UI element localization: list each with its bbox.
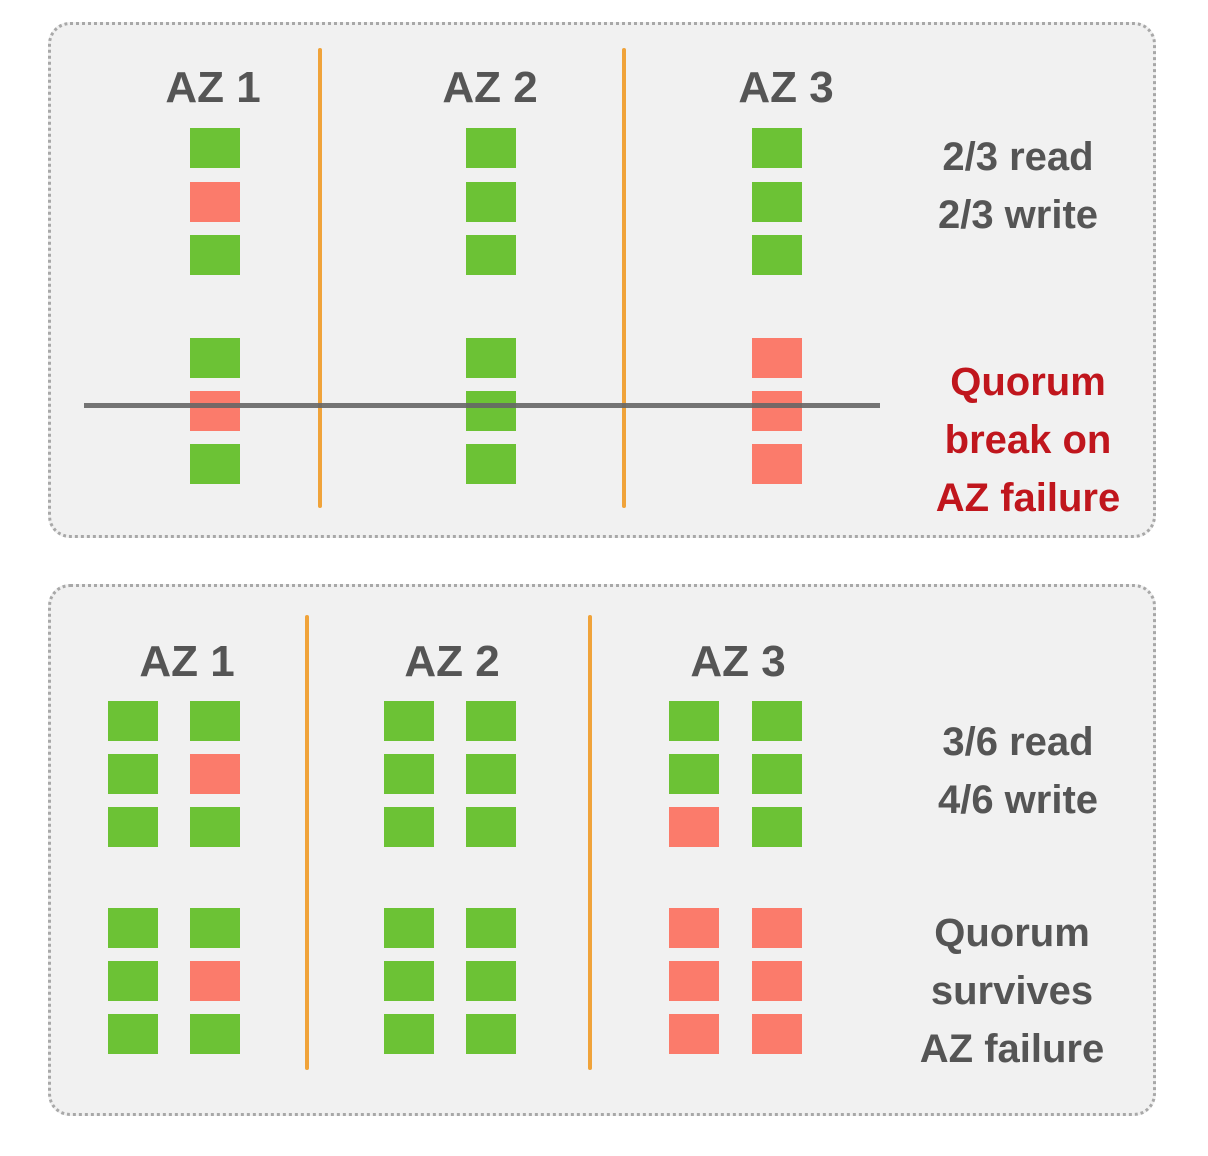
bottom-replica-block-healthy xyxy=(384,701,434,741)
bottom-az-3-label: AZ 3 xyxy=(690,637,786,686)
top-outcome-line-1: Quorum xyxy=(950,360,1106,404)
bottom-az-1-label: AZ 1 xyxy=(139,637,235,686)
bottom-replica-block-healthy xyxy=(384,961,434,1001)
top-az-3-label: AZ 3 xyxy=(738,63,834,112)
bottom-replica-block-failed xyxy=(752,961,802,1001)
top-replica-block-healthy xyxy=(466,444,516,484)
top-replica-block-failed xyxy=(190,391,240,431)
top-replica-block-healthy xyxy=(190,128,240,168)
bottom-outcome-line-3: AZ failure xyxy=(919,1027,1105,1071)
top-replica-block-healthy xyxy=(752,128,802,168)
bottom-replica-block-healthy xyxy=(190,908,240,948)
bottom-outcome: Quorum survives AZ failure xyxy=(920,904,1104,1078)
bottom-replica-block-healthy xyxy=(752,807,802,847)
bottom-az-2-label: AZ 2 xyxy=(404,637,500,686)
bottom-replica-block-healthy xyxy=(108,961,158,1001)
top-replica-block-healthy xyxy=(752,182,802,222)
bottom-replica-block-healthy xyxy=(190,1014,240,1054)
top-replica-block-failed xyxy=(752,338,802,378)
top-read-rule: 2/3 read xyxy=(942,135,1094,179)
bottom-replica-block-failed xyxy=(669,1014,719,1054)
bottom-replica-block-healthy xyxy=(384,754,434,794)
top-replica-block-failed xyxy=(190,182,240,222)
bottom-outcome-line-2: survives xyxy=(930,969,1094,1013)
top-replica-block-healthy xyxy=(466,235,516,275)
bottom-replica-block-healthy xyxy=(752,754,802,794)
top-replica-block-healthy xyxy=(190,444,240,484)
bottom-replica-block-failed xyxy=(669,807,719,847)
bottom-replica-block-failed xyxy=(752,1014,802,1054)
bottom-write-rule: 4/6 write xyxy=(937,778,1099,822)
top-write-rule: 2/3 write xyxy=(937,193,1099,237)
top-replica-block-healthy xyxy=(466,128,516,168)
top-replica-block-healthy xyxy=(466,338,516,378)
bottom-replica-block-healthy xyxy=(752,701,802,741)
bottom-replica-block-healthy xyxy=(466,701,516,741)
top-replica-block-healthy xyxy=(190,338,240,378)
top-outcome: Quorum break on AZ failure xyxy=(936,353,1120,527)
bottom-replica-block-healthy xyxy=(466,754,516,794)
bottom-quorum-rule: 3/6 read 4/6 write xyxy=(938,713,1098,829)
bottom-replica-block-healthy xyxy=(384,908,434,948)
top-az-divider-1 xyxy=(318,48,322,508)
bottom-read-rule: 3/6 read xyxy=(942,720,1094,764)
bottom-replica-block-failed xyxy=(190,754,240,794)
bottom-az-divider-1 xyxy=(305,615,309,1070)
bottom-replica-block-healthy xyxy=(384,1014,434,1054)
bottom-replica-block-healthy xyxy=(108,701,158,741)
bottom-az-divider-2 xyxy=(588,615,592,1070)
bottom-replica-block-healthy xyxy=(466,961,516,1001)
top-outcome-line-3: AZ failure xyxy=(935,476,1121,520)
bottom-replica-block-healthy xyxy=(108,754,158,794)
bottom-replica-block-failed xyxy=(669,908,719,948)
bottom-replica-block-healthy xyxy=(108,1014,158,1054)
bottom-replica-block-healthy xyxy=(466,908,516,948)
bottom-replica-block-failed xyxy=(669,961,719,1001)
top-quorum-rule: 2/3 read 2/3 write xyxy=(938,128,1098,244)
az-failure-line xyxy=(84,403,880,408)
top-replica-block-healthy xyxy=(752,235,802,275)
top-az-1-label: AZ 1 xyxy=(165,63,261,112)
bottom-replica-block-healthy xyxy=(108,908,158,948)
top-replica-block-healthy xyxy=(466,182,516,222)
bottom-replica-block-healthy xyxy=(466,1014,516,1054)
top-replica-block-failed xyxy=(752,391,802,431)
bottom-replica-block-healthy xyxy=(190,807,240,847)
bottom-replica-block-healthy xyxy=(466,807,516,847)
top-replica-block-healthy xyxy=(190,235,240,275)
top-replica-block-healthy xyxy=(466,391,516,431)
top-az-2-label: AZ 2 xyxy=(442,63,538,112)
bottom-replica-block-failed xyxy=(190,961,240,1001)
bottom-replica-block-healthy xyxy=(108,807,158,847)
bottom-outcome-line-1: Quorum xyxy=(934,911,1090,955)
top-outcome-line-2: break on xyxy=(944,418,1112,462)
bottom-replica-block-healthy xyxy=(384,807,434,847)
top-replica-block-failed xyxy=(752,444,802,484)
bottom-replica-block-healthy xyxy=(669,754,719,794)
bottom-replica-block-failed xyxy=(752,908,802,948)
bottom-replica-block-healthy xyxy=(190,701,240,741)
bottom-replica-block-healthy xyxy=(669,701,719,741)
top-az-divider-2 xyxy=(622,48,626,508)
